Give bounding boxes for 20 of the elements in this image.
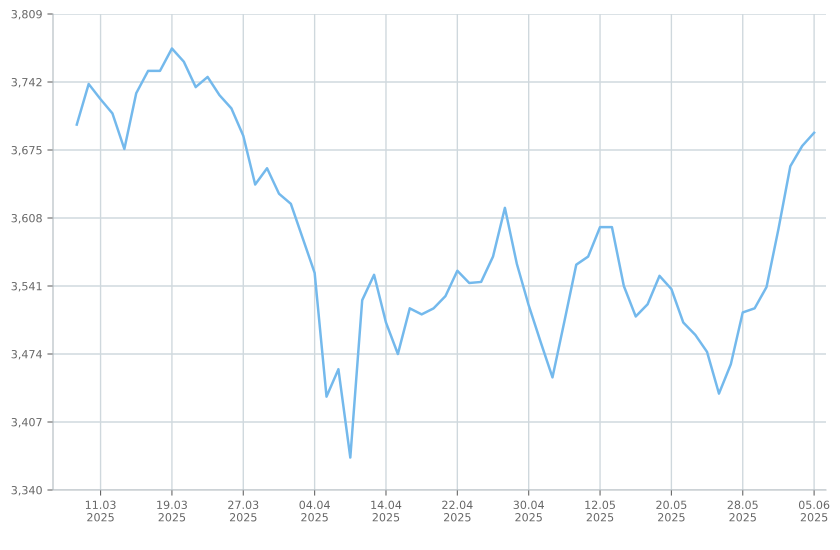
x-tick-label: 30.04 2025 <box>514 500 544 522</box>
x-tick-label: 20.05 2025 <box>656 500 686 522</box>
x-tick-label: 19.03 2025 <box>157 500 187 522</box>
x-tick-label: 14.04 2025 <box>371 500 402 522</box>
line-series <box>76 47 816 459</box>
y-tick-label: 3,541 <box>12 282 42 292</box>
x-tick-label: 27.03 2025 <box>228 500 258 522</box>
y-tick-label: 3,809 <box>12 10 42 20</box>
x-tick-label: 11.03 2025 <box>86 500 116 522</box>
x-tick-label: 05.06 2025 <box>798 500 830 522</box>
x-tick-label: 28.05 2025 <box>728 500 758 522</box>
y-tick-label: 3,340 <box>12 486 42 496</box>
x-tick-label: 22.04 2025 <box>442 500 473 522</box>
y-tick-label: 3,474 <box>12 350 42 360</box>
y-tick-label: 3,675 <box>12 146 42 156</box>
y-tick-label: 3,407 <box>12 418 42 428</box>
y-tick-label: 3,742 <box>12 78 42 88</box>
x-tick-label: 04.04 2025 <box>299 500 330 522</box>
x-tick-label: 12.05 2025 <box>585 500 615 522</box>
y-tick-label: 3,608 <box>12 214 42 224</box>
